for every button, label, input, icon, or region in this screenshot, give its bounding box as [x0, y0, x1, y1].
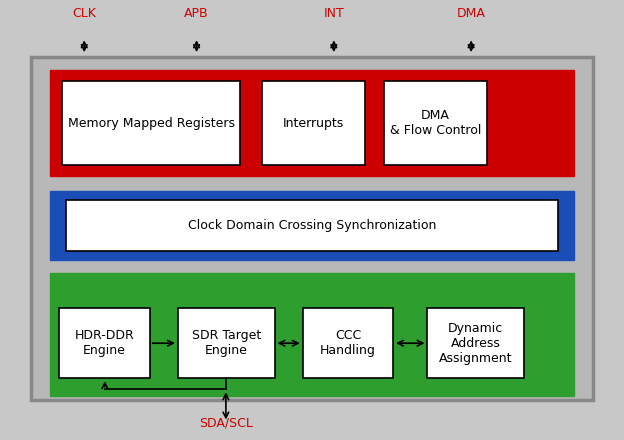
FancyBboxPatch shape	[303, 308, 393, 378]
FancyBboxPatch shape	[50, 191, 574, 260]
Text: APB: APB	[184, 7, 209, 20]
FancyBboxPatch shape	[66, 200, 558, 251]
FancyBboxPatch shape	[262, 81, 365, 165]
FancyBboxPatch shape	[50, 70, 574, 176]
Text: Interrupts: Interrupts	[283, 117, 344, 130]
FancyBboxPatch shape	[50, 273, 574, 396]
Text: INT: INT	[323, 7, 344, 20]
FancyBboxPatch shape	[31, 57, 593, 400]
Text: Clock Domain Crossing Synchronization: Clock Domain Crossing Synchronization	[188, 219, 436, 232]
Text: HDR-DDR
Engine: HDR-DDR Engine	[75, 329, 134, 357]
Text: DMA: DMA	[457, 7, 485, 20]
FancyBboxPatch shape	[62, 81, 240, 165]
FancyBboxPatch shape	[59, 308, 150, 378]
Text: Dynamic
Address
Assignment: Dynamic Address Assignment	[439, 322, 512, 365]
Text: SDR Target
Engine: SDR Target Engine	[192, 329, 261, 357]
Text: CCC
Handling: CCC Handling	[320, 329, 376, 357]
Text: SDA/SCL: SDA/SCL	[199, 416, 253, 429]
Text: DMA
& Flow Control: DMA & Flow Control	[389, 109, 481, 137]
FancyBboxPatch shape	[384, 81, 487, 165]
Text: CLK: CLK	[72, 7, 96, 20]
Text: Memory Mapped Registers: Memory Mapped Registers	[68, 117, 235, 130]
FancyBboxPatch shape	[178, 308, 275, 378]
FancyBboxPatch shape	[427, 308, 524, 378]
